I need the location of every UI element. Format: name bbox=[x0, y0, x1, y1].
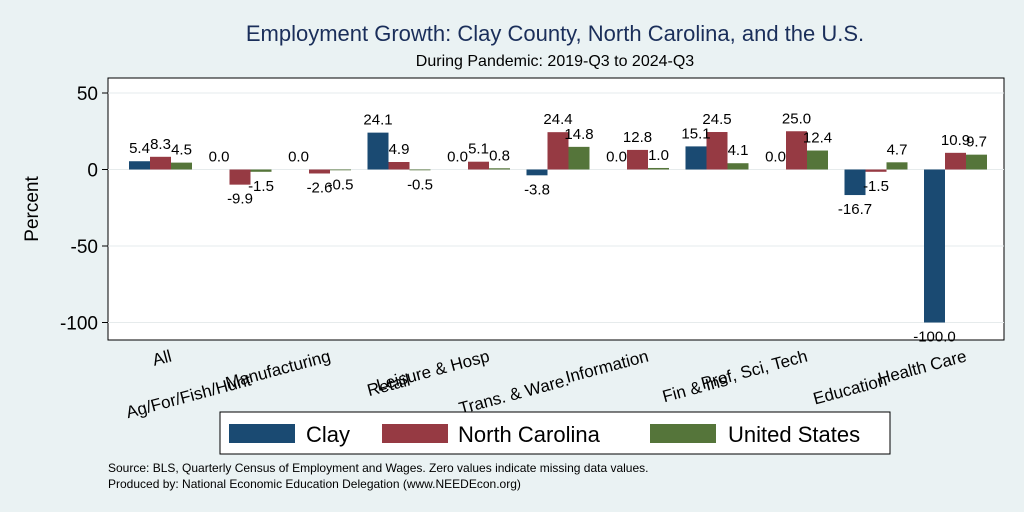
bar-north-carolina-all bbox=[150, 156, 171, 170]
category-label-prof-sci-tech: Prof, Sci, Tech bbox=[699, 347, 809, 394]
data-label-north-carolina-health-care: 10.9 bbox=[941, 132, 970, 149]
bar-clay-education bbox=[844, 169, 866, 196]
data-label-clay-prof-sci-tech: 0.0 bbox=[765, 149, 786, 166]
chart-title: Employment Growth: Clay County, North Ca… bbox=[246, 21, 864, 46]
legend-label-united-states: United States bbox=[728, 422, 860, 447]
bar-clay-all bbox=[129, 161, 150, 170]
bar-north-carolina-trans-ware bbox=[547, 132, 569, 170]
bar-united-states-leisure-hosp bbox=[489, 168, 510, 170]
bar-clay-health-care bbox=[924, 169, 945, 323]
chart-subtitle: During Pandemic: 2019-Q3 to 2024-Q3 bbox=[416, 53, 694, 70]
data-label-united-states-health-care: 9.7 bbox=[966, 134, 987, 151]
data-label-united-states-trans-ware: 14.8 bbox=[564, 126, 593, 143]
data-label-north-carolina-education: -1.5 bbox=[863, 178, 889, 195]
data-label-clay-manufacturing: 0.0 bbox=[288, 149, 309, 166]
bar-clay-trans-ware bbox=[526, 169, 548, 176]
bar-united-states-education bbox=[886, 162, 908, 170]
legend: Clay North Carolina United States bbox=[219, 411, 891, 455]
category-label-trans-ware: Trans. & Ware. bbox=[457, 371, 571, 419]
bars bbox=[129, 131, 987, 323]
y-tick-label: 50 bbox=[77, 84, 98, 105]
bar-north-carolina-ag-for-fish-hunt bbox=[229, 169, 251, 185]
data-label-north-carolina-trans-ware: 24.4 bbox=[543, 111, 572, 128]
data-label-clay-ag-for-fish-hunt: 0.0 bbox=[209, 149, 230, 166]
data-label-united-states-manufacturing: -0.5 bbox=[328, 176, 354, 193]
data-label-clay-retail: 24.1 bbox=[363, 112, 392, 129]
category-label-leisure-hosp: Leisure & Hosp bbox=[374, 347, 491, 395]
y-tick-label: -100 bbox=[60, 314, 98, 335]
data-label-clay-education: -16.7 bbox=[838, 201, 872, 218]
bar-united-states-prof-sci-tech bbox=[807, 150, 828, 170]
category-label-manufacturing: Manufacturing bbox=[224, 347, 333, 393]
legend-swatch-united-states bbox=[650, 424, 716, 443]
data-label-clay-all: 5.4 bbox=[129, 140, 150, 157]
bar-united-states-fin-ins bbox=[727, 163, 749, 170]
legend-label-north-carolina: North Carolina bbox=[458, 422, 601, 447]
data-label-north-carolina-all: 8.3 bbox=[150, 136, 171, 153]
legend-box bbox=[219, 411, 891, 455]
bar-united-states-all bbox=[171, 162, 192, 170]
data-label-clay-information: 0.0 bbox=[606, 149, 627, 166]
bar-north-carolina-retail bbox=[388, 162, 410, 170]
bar-united-states-health-care bbox=[966, 154, 987, 170]
data-label-north-carolina-manufacturing: -2.6 bbox=[307, 179, 333, 196]
bar-north-carolina-prof-sci-tech bbox=[786, 131, 807, 170]
data-labels: 5.4 8.3 4.5 0.0-9.9-1.50.0-2.6-0.524.14.9-0… bbox=[129, 110, 987, 345]
data-label-united-states-all: 4.5 bbox=[171, 142, 192, 159]
bar-clay-fin-ins bbox=[685, 146, 707, 170]
bar-united-states-manufacturing bbox=[330, 169, 351, 171]
data-label-clay-leisure-hosp: 0.0 bbox=[447, 149, 468, 166]
data-label-united-states-leisure-hosp: 0.8 bbox=[489, 147, 510, 164]
data-label-north-carolina-leisure-hosp: 5.1 bbox=[468, 141, 489, 158]
data-label-united-states-information: 1.0 bbox=[648, 147, 669, 164]
plot-area bbox=[107, 77, 1005, 341]
data-label-united-states-education: 4.7 bbox=[887, 141, 908, 158]
legend-swatch-north-carolina bbox=[382, 424, 448, 443]
bar-north-carolina-education bbox=[865, 169, 887, 172]
bar-north-carolina-fin-ins bbox=[706, 132, 728, 170]
category-label-information: Information bbox=[563, 347, 650, 387]
legend-swatch-clay bbox=[229, 424, 295, 443]
bar-united-states-retail bbox=[409, 169, 431, 171]
bar-north-carolina-health-care bbox=[945, 152, 966, 170]
bar-north-carolina-manufacturing bbox=[309, 169, 330, 174]
data-label-united-states-retail: -0.5 bbox=[407, 176, 433, 193]
data-label-north-carolina-information: 12.8 bbox=[623, 129, 652, 146]
data-label-clay-fin-ins: 15.1 bbox=[681, 125, 710, 142]
y-tick-label: -50 bbox=[71, 237, 98, 258]
bar-north-carolina-leisure-hosp bbox=[468, 161, 489, 170]
bar-clay-retail bbox=[367, 132, 389, 170]
data-label-united-states-prof-sci-tech: 12.4 bbox=[803, 130, 832, 147]
data-label-clay-health-care: -100.0 bbox=[913, 329, 956, 346]
data-label-clay-trans-ware: -3.8 bbox=[524, 181, 550, 198]
bar-north-carolina-information bbox=[627, 149, 648, 170]
data-label-north-carolina-prof-sci-tech: 25.0 bbox=[782, 110, 811, 127]
data-label-north-carolina-ag-for-fish-hunt: -9.9 bbox=[227, 191, 253, 208]
y-axis-title: Percent bbox=[22, 176, 43, 242]
data-label-north-carolina-retail: 4.9 bbox=[389, 141, 410, 158]
category-label-health-care: Health Care bbox=[876, 347, 969, 389]
data-label-united-states-fin-ins: 4.1 bbox=[728, 142, 749, 159]
bar-united-states-ag-for-fish-hunt bbox=[250, 169, 272, 172]
bar-united-states-information bbox=[648, 167, 669, 170]
source-note: Source: BLS, Quarterly Census of Employm… bbox=[108, 461, 648, 475]
producer-note: Produced by: National Economic Education… bbox=[108, 477, 521, 491]
y-axis: 50 0 -50 -100 bbox=[60, 84, 108, 335]
bar-united-states-trans-ware bbox=[568, 146, 590, 170]
legend-label-clay: Clay bbox=[306, 422, 350, 447]
y-tick-label: 0 bbox=[87, 161, 98, 182]
category-label-all: All bbox=[150, 347, 173, 370]
data-label-north-carolina-fin-ins: 24.5 bbox=[702, 111, 731, 128]
data-label-united-states-ag-for-fish-hunt: -1.5 bbox=[248, 178, 274, 195]
